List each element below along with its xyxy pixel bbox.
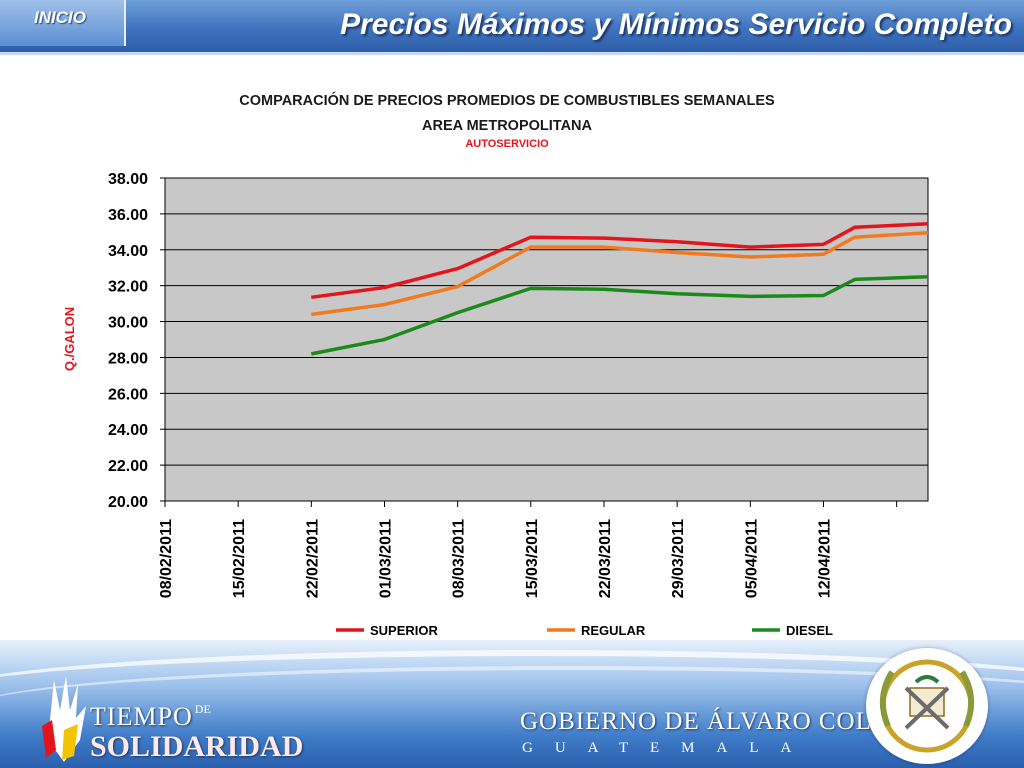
y-tick-label: 24.00 xyxy=(108,422,148,439)
inicio-label: INICIO xyxy=(34,8,86,27)
legend-label: SUPERIOR xyxy=(370,623,439,638)
footer-banner: TIEMPO DE SOLIDARIDAD GOBIERNO DE ÁLVARO … xyxy=(0,640,1024,768)
x-tick-label: 08/02/2011 xyxy=(158,519,175,598)
series-lines xyxy=(310,222,929,356)
y-tick-label: 36.00 xyxy=(108,207,148,224)
y-tick-label: 20.00 xyxy=(108,494,148,511)
x-tick-label: 05/04/2011 xyxy=(743,519,760,598)
brand-tiempo: TIEMPO xyxy=(90,702,193,731)
x-tick-label: 22/02/2011 xyxy=(304,519,321,598)
brand-de: DE xyxy=(194,702,211,716)
slide-title: Precios Máximos y Mínimos Servicio Compl… xyxy=(340,8,1012,41)
y-tick-label: 26.00 xyxy=(108,386,148,403)
chart-legend: SUPERIOR REGULAR DIESEL xyxy=(336,623,833,638)
x-tick-label: 01/03/2011 xyxy=(377,519,394,598)
axis-ticks: 20.00 22.00 24.00 26.00 28.00 30.00 32.00 34.00… xyxy=(108,171,898,598)
x-tick-label: 15/02/2011 xyxy=(231,519,248,598)
y-tick-label: 34.00 xyxy=(108,243,148,260)
footer-wave xyxy=(0,666,1024,750)
footer-wave xyxy=(0,650,1024,736)
x-tick-label: 08/03/2011 xyxy=(451,519,468,598)
guatemala-seal-icon xyxy=(866,648,988,764)
chart-title: COMPARACIÓN DE PRECIOS PROMEDIOS DE COMB… xyxy=(239,91,775,109)
price-line-chart: COMPARACIÓN DE PRECIOS PROMEDIOS DE COMB… xyxy=(62,91,929,638)
y-tick-label: 32.00 xyxy=(108,279,148,296)
grid-lines xyxy=(165,213,928,466)
header-bar: INICIO Precios Máximos y Mínimos Servici… xyxy=(0,0,1024,55)
y-axis-label: Q./GALON xyxy=(62,307,77,371)
y-tick-label: 38.00 xyxy=(108,171,148,188)
gobierno-name: GOBIERNO DE ÁLVARO COLOM xyxy=(520,708,915,735)
series-line-diesel xyxy=(310,274,929,356)
plot-area xyxy=(164,177,929,502)
tiempo-de-solidaridad-logo: TIEMPO DE SOLIDARIDAD xyxy=(90,702,303,763)
y-tick-label: 30.00 xyxy=(108,315,148,332)
legend-label: DIESEL xyxy=(786,623,833,638)
chart-subtitle: AREA METROPOLITANA xyxy=(422,118,592,134)
hands-logo-icon xyxy=(42,676,86,762)
series-line-regular xyxy=(311,230,929,317)
x-tick-label: 12/04/2011 xyxy=(816,519,833,598)
x-tick-label: 29/03/2011 xyxy=(670,519,687,598)
inicio-button[interactable]: INICIO xyxy=(0,0,126,46)
brand-solidaridad: SOLIDARIDAD xyxy=(90,730,304,763)
legend-label: REGULAR xyxy=(581,623,646,638)
gobierno-country: GUATEMALA xyxy=(522,740,814,756)
series-line-superior xyxy=(311,222,929,300)
x-tick-label: 15/03/2011 xyxy=(524,519,541,598)
y-tick-label: 28.00 xyxy=(108,350,148,367)
y-tick-label: 22.00 xyxy=(108,458,148,475)
x-tick-label: 22/03/2011 xyxy=(597,519,614,598)
chart-subtitle-autoservicio: AUTOSERVICIO xyxy=(465,138,549,150)
